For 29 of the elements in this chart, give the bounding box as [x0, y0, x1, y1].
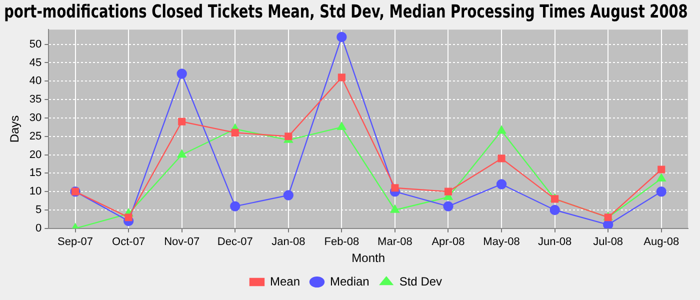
y-tick-label: 30	[29, 112, 42, 124]
y-tick-label: 0	[36, 222, 42, 234]
y-tick-label: 50	[29, 38, 42, 50]
x-tick-label: Aug-08	[644, 236, 680, 248]
y-tick-label: 5	[36, 204, 42, 216]
x-tick-label: Jul-08	[593, 236, 624, 248]
x-tick-label: May-08	[483, 236, 520, 248]
x-tick-label: Jun-08	[538, 236, 572, 248]
x-axis-title: Month	[352, 251, 385, 266]
x-tick-label: Dec-07	[217, 236, 253, 248]
y-axis-title: Days	[8, 115, 22, 143]
x-tick-label: Nov-07	[164, 236, 200, 248]
legend-label: Mean	[270, 274, 300, 288]
y-tick-label: 15	[29, 167, 42, 180]
y-tick-label: 35	[29, 94, 42, 106]
x-tick-label: Sep-07	[58, 236, 94, 248]
legend-label: Std Dev	[399, 274, 442, 288]
x-tick-label: Oct-07	[112, 236, 146, 248]
y-tick-label: 10	[29, 186, 42, 198]
y-tick-label: 20	[29, 148, 42, 161]
x-tick-label: Feb-08	[324, 236, 360, 248]
x-tick-label: Mar-08	[378, 236, 412, 248]
y-tick-label: 45	[29, 56, 42, 69]
x-tick-label: Apr-08	[432, 236, 465, 248]
y-tick-label: 40	[29, 75, 42, 88]
chart-title: port-modifications Closed Tickets Mean, Std Dev, Median Processing Times August 2008	[4, 0, 688, 22]
y-tick-label: 25	[29, 130, 42, 142]
legend-label: Median	[330, 274, 370, 288]
x-tick-label: Jan-08	[272, 236, 306, 248]
